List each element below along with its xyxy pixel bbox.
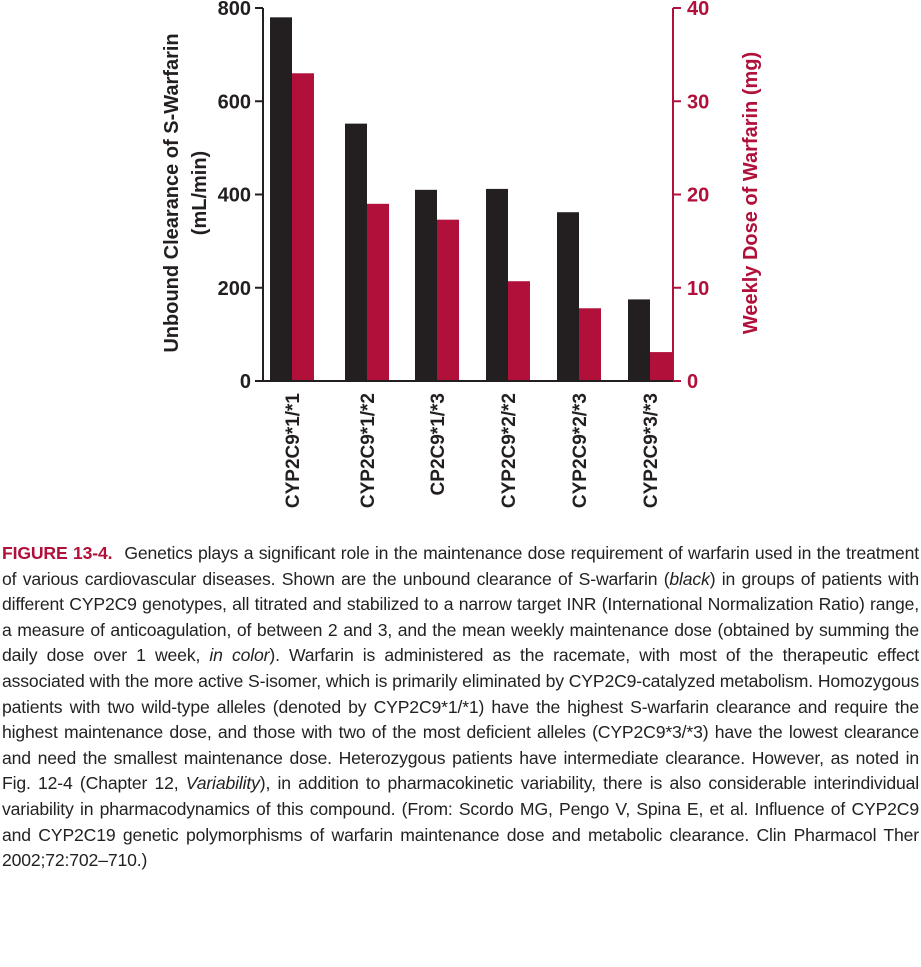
- clearance-bar: [628, 299, 650, 381]
- dose-bar: [579, 308, 601, 381]
- category-label: CYP2C9*2/*2: [499, 393, 520, 508]
- dose-bar: [650, 352, 672, 381]
- dose-bar: [367, 203, 389, 381]
- category-label: CYP2C9*2/*3: [570, 393, 591, 508]
- caption-italic-variability: Variability: [185, 773, 260, 794]
- category-label: CYP2C9*1/*1: [283, 393, 304, 509]
- category-label: CP2C9*1/*3: [428, 393, 449, 495]
- clearance-bar: [415, 189, 437, 381]
- caption-text-4: ), in addition to pharmacokinetic variab…: [2, 773, 920, 871]
- right-axis-title: Weekly Dose of Warfarin (mg): [740, 52, 762, 334]
- clearance-bar: [270, 17, 292, 381]
- left-axis-tick-label: 0: [240, 371, 251, 393]
- category-label: CYP2C9*1/*2: [358, 393, 379, 508]
- clearance-bar: [486, 188, 508, 381]
- left-axis-tick-label: 200: [218, 278, 251, 300]
- left-axis-tick-label: 600: [218, 91, 251, 113]
- caption-italic-in-color: in color: [209, 645, 270, 666]
- category-label: CYP2C9*3/*3: [641, 393, 662, 508]
- right-axis-tick-label: 30: [687, 91, 709, 113]
- plot-area: 0 200 400 600 800 0 10 20 30 40 CYP2C9*1/*1 CYP2C9*…: [218, 0, 710, 508]
- left-axis-title-line2: (mL/min): [189, 151, 211, 235]
- left-axis-tick-label: 400: [218, 185, 251, 207]
- caption-text-1: Genetics plays a significant role in the…: [2, 543, 920, 589]
- dose-bar: [508, 281, 530, 381]
- dose-bar: [437, 219, 459, 381]
- clearance-bar: [345, 123, 367, 381]
- caption-text-3: ). Warfarin is administered as the racem…: [2, 645, 919, 794]
- figure-label: FIGURE 13-4.: [2, 543, 113, 563]
- caption-text-2: ) in groups of patients with different C…: [2, 568, 919, 666]
- left-axis-title-line1: Unbound Clearance of S-Warfarin: [161, 33, 183, 352]
- left-axis-tick-label: 800: [218, 0, 251, 20]
- warfarin-chart: 0 200 400 600 800 0 10 20 30 40 CYP2C9*1/*1 CYP2C9*…: [161, 0, 762, 508]
- right-axis-tick-label: 20: [687, 185, 709, 207]
- figure-caption: FIGURE 13-4. Genetics plays a significant…: [2, 541, 919, 874]
- dose-bar: [292, 73, 314, 382]
- clearance-bar: [557, 212, 579, 381]
- right-axis-tick-label: 0: [687, 371, 698, 393]
- caption-italic-black: black: [669, 568, 710, 589]
- right-axis-tick-label: 40: [687, 0, 709, 20]
- right-axis-tick-label: 10: [687, 278, 709, 300]
